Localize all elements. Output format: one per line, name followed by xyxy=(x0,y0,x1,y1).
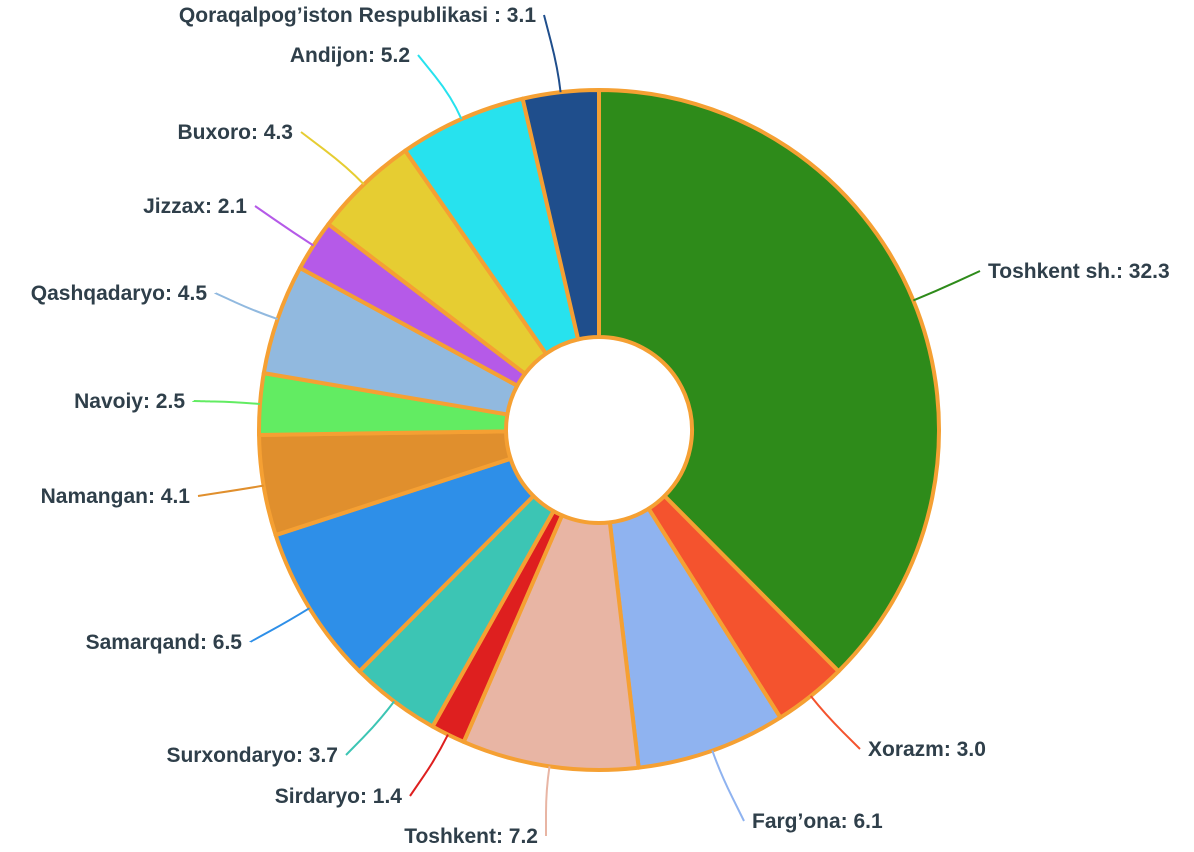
leader-line-toshkent-sh xyxy=(912,270,981,302)
slice-toshkent-sh[interactable] xyxy=(597,88,941,674)
slice-label-toshkent-sh: Toshkent sh.: 32.3 xyxy=(988,260,1170,283)
slice-label-andijon: Andijon: 5.2 xyxy=(290,44,410,67)
slice-label-fargona: Farg’ona: 6.1 xyxy=(752,810,883,833)
leader-line-jizzax xyxy=(254,205,314,247)
leader-line-andijon xyxy=(417,54,463,120)
leader-line-xorazm xyxy=(809,695,861,750)
slice-label-samarqand: Samarqand: 6.5 xyxy=(86,631,243,654)
slice-label-toshkent: Toshkent: 7.2 xyxy=(404,825,538,848)
slice-toshkent[interactable] xyxy=(461,513,641,772)
slices-group xyxy=(257,88,941,772)
leader-lines-group xyxy=(192,14,981,837)
leader-line-qashqadaryo xyxy=(214,292,278,320)
leader-line-toshkent xyxy=(545,766,551,837)
leader-line-qoraqalpogiston-respublikasi xyxy=(543,14,562,93)
leader-line-sirdaryo xyxy=(409,734,449,797)
slice-label-navoiy: Navoiy: 2.5 xyxy=(74,390,185,413)
leader-line-namangan xyxy=(197,484,264,497)
slice-label-qoraqalpogiston-respublikasi: Qoraqalpog’iston Respublikasi : 3.1 xyxy=(179,4,536,27)
leader-line-samarqand xyxy=(249,607,310,643)
leader-line-navoiy xyxy=(192,400,261,405)
leader-line-fargona xyxy=(711,750,745,822)
slice-label-surxondaryo: Surxondaryo: 3.7 xyxy=(166,744,338,767)
slice-label-sirdaryo: Sirdaryo: 1.4 xyxy=(275,785,403,808)
labels-group: Toshkent sh.: 32.3 Xorazm: 3.0 Farg’ona: 6… xyxy=(31,4,1170,848)
slice-qoraqalpogiston-respublikasi[interactable] xyxy=(520,88,601,342)
slice-samarqand[interactable] xyxy=(273,456,536,674)
slice-label-qashqadaryo: Qashqadaryo: 4.5 xyxy=(31,282,208,305)
leader-line-surxondaryo xyxy=(345,700,395,756)
slice-label-jizzax: Jizzax: 2.1 xyxy=(143,195,247,218)
slice-label-namangan: Namangan: 4.1 xyxy=(41,485,191,508)
slice-label-xorazm: Xorazm: 3.0 xyxy=(868,738,986,761)
leader-line-buxoro xyxy=(300,131,365,186)
slice-label-buxoro: Buxoro: 4.3 xyxy=(177,121,293,144)
